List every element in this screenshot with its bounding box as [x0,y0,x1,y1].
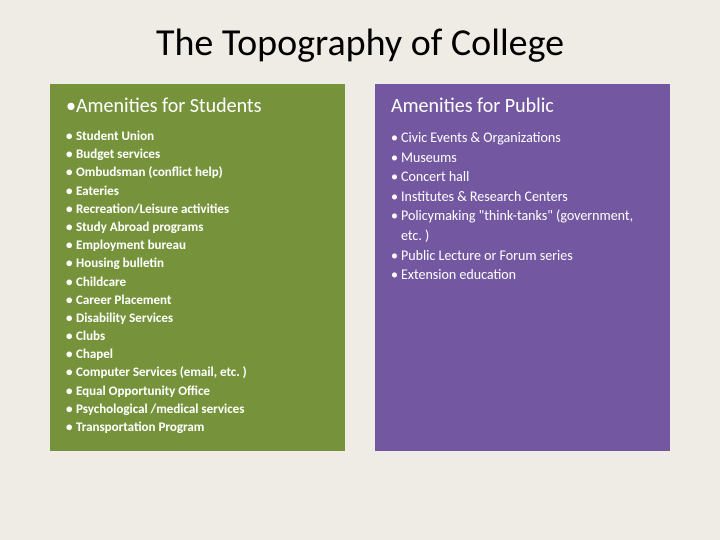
list-item: Computer Services (email, etc. ) [66,364,329,382]
list-item: Housing bulletin [66,255,329,273]
list-item: Psychological /medical services [66,401,329,419]
list-item: Concert hall [391,167,654,187]
list-item: Ombudsman (conflict help) [66,164,329,182]
list-item: Study Abroad programs [66,219,329,237]
bullet-icon: • [66,94,76,118]
list-item: Clubs [66,328,329,346]
panel-students: •Amenities for Students Student Union Bu… [50,84,345,451]
columns-container: •Amenities for Students Student Union Bu… [50,84,670,451]
list-item: Extension education [391,265,654,285]
panel-students-list: Student Union Budget services Ombudsman … [66,128,329,437]
panel-students-heading-text: Amenities for Students [76,94,261,118]
list-item: Recreation/Leisure activities [66,201,329,219]
list-item: Budget services [66,146,329,164]
panel-students-heading: •Amenities for Students [66,94,329,118]
list-item: Eateries [66,183,329,201]
list-item: Chapel [66,346,329,364]
list-item: Employment bureau [66,237,329,255]
list-item: Career Placement [66,292,329,310]
list-item: Policymaking "think-tanks" (government, … [391,206,654,245]
panel-public-heading: Amenities for Public [391,94,654,118]
panel-public-list: Civic Events & Organizations Museums Con… [391,128,654,285]
list-item: Institutes & Research Centers [391,187,654,207]
slide: The Topography of College •Amenities for… [0,0,720,540]
list-item: Childcare [66,274,329,292]
list-item: Public Lecture or Forum series [391,246,654,266]
list-item: Transportation Program [66,419,329,437]
panel-public: Amenities for Public Civic Events & Orga… [375,84,670,451]
list-item: Disability Services [66,310,329,328]
list-item: Museums [391,148,654,168]
slide-title: The Topography of College [50,20,670,66]
list-item: Student Union [66,128,329,146]
list-item: Civic Events & Organizations [391,128,654,148]
list-item: Equal Opportunity Office [66,383,329,401]
